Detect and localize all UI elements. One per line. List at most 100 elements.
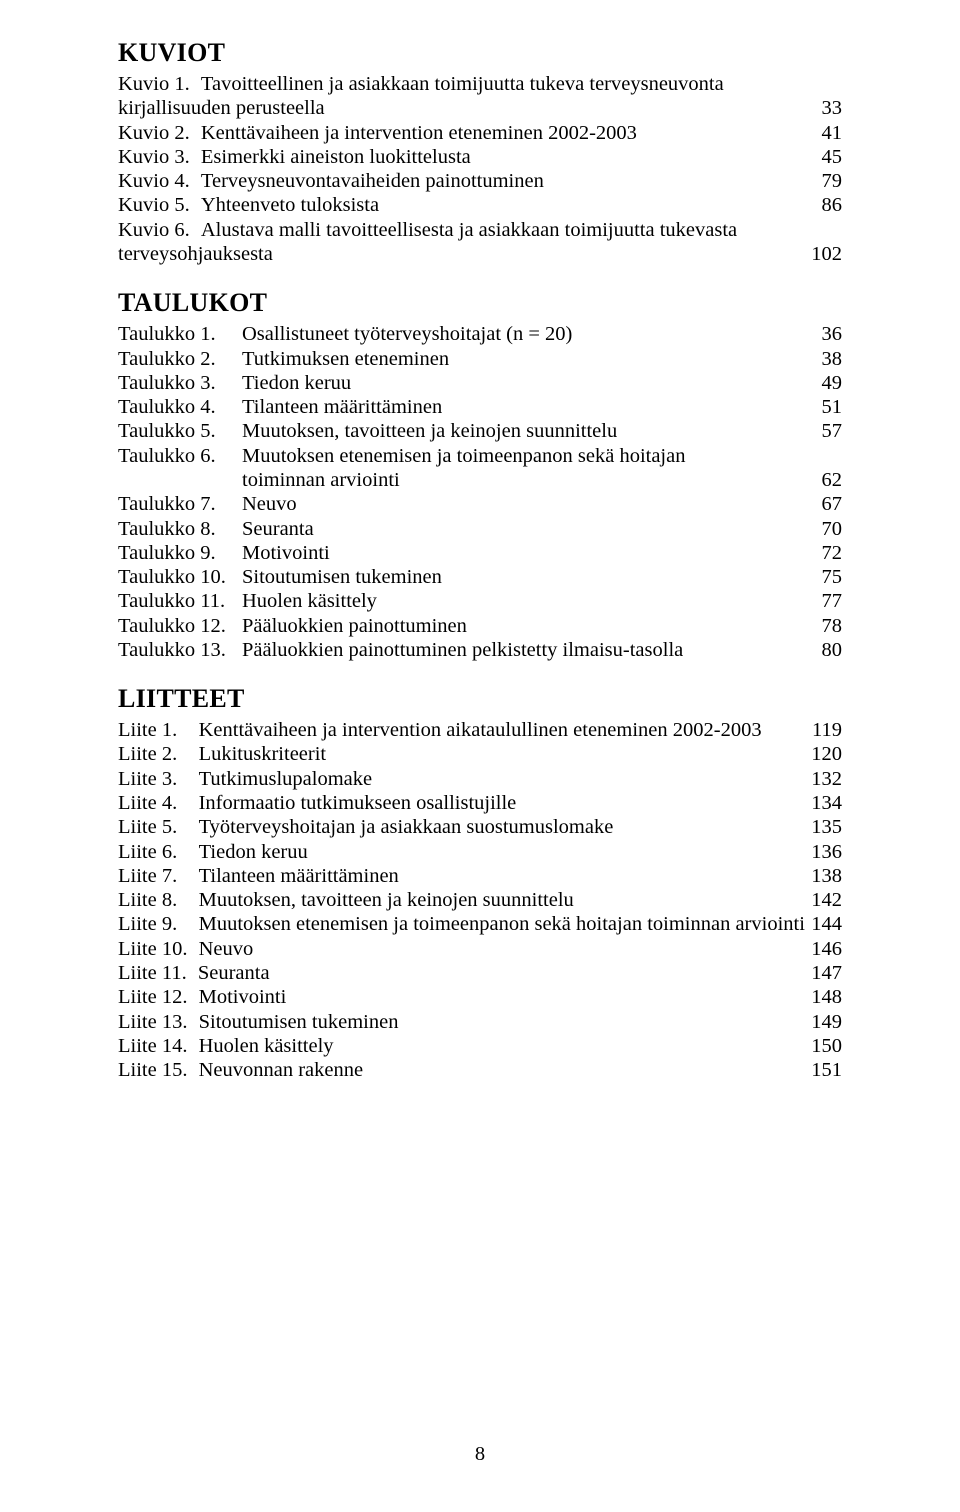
toc-entry-page: 102 (806, 242, 842, 266)
toc-entry-page: 62 (806, 468, 842, 492)
toc-entry-prefix: Taulukko 11. (118, 589, 242, 613)
toc-entry-title: Huolen käsittely (199, 1034, 334, 1058)
toc-entry-prefix: Taulukko 9. (118, 541, 242, 565)
toc-entry: Taulukko 7.Neuvo67 (118, 492, 842, 516)
toc-entry-prefix: Kuvio 3. (118, 145, 201, 169)
toc-entry: Liite 12. Motivointi148 (118, 985, 842, 1009)
toc-entry-prefix: Liite 9. (118, 912, 199, 936)
toc-entry-prefix: Kuvio 2. (118, 121, 201, 145)
toc-entry: Liite 15. Neuvonnan rakenne151 (118, 1058, 842, 1082)
toc-entry: Taulukko 13.Pääluokkien painottuminen pe… (118, 638, 842, 662)
kuviot-heading: KUVIOT (118, 38, 842, 68)
toc-entry: Liite 7. Tilanteen määrittäminen138 (118, 864, 842, 888)
toc-entry-prefix: Taulukko 13. (118, 638, 242, 662)
toc-entry-title: Neuvo (199, 937, 254, 961)
toc-entry-prefix: Kuvio 6. (118, 218, 201, 242)
toc-entry-prefix: Taulukko 4. (118, 395, 242, 419)
toc-entry-title: Kenttävaiheen ja intervention aikataulul… (199, 718, 762, 742)
toc-entry-page: 49 (806, 371, 842, 395)
toc-entry-page: 151 (806, 1058, 842, 1082)
toc-entry-prefix: Taulukko 3. (118, 371, 242, 395)
toc-entry-title: Lukituskriteerit (199, 742, 327, 766)
toc-entry: Taulukko 4.Tilanteen määrittäminen51 (118, 395, 842, 419)
toc-entry: Kuvio 3. Esimerkki aineiston luokittelus… (118, 145, 842, 169)
toc-entry: Taulukko 12.Pääluokkien painottuminen78 (118, 614, 842, 638)
document-page: KUVIOT Kuvio 1. Tavoitteellinen ja asiak… (0, 0, 960, 1512)
toc-entry: Kuvio 4. Terveysneuvontavaiheiden painot… (118, 169, 842, 193)
taulukot-list: Taulukko 1.Osallistuneet työterveyshoita… (118, 322, 842, 662)
page-number: 8 (0, 1443, 960, 1466)
toc-entry-prefix: Taulukko 12. (118, 614, 242, 638)
toc-entry-page: 36 (806, 322, 842, 346)
toc-entry-title: Motivointi (199, 985, 287, 1009)
toc-entry-prefix: Liite 10. (118, 937, 199, 961)
toc-entry-page: 144 (806, 912, 842, 936)
toc-entry-title: Seuranta (198, 961, 270, 985)
toc-entry-title: Motivointi (242, 541, 330, 565)
toc-entry-prefix: Taulukko 1. (118, 322, 242, 346)
toc-entry-page: 135 (806, 815, 842, 839)
toc-entry: Liite 9. Muutoksen etenemisen ja toimeen… (118, 912, 842, 936)
toc-entry-title: Tutkimuslupalomake (199, 767, 373, 791)
toc-entry-page: 79 (806, 169, 842, 193)
toc-entry: Taulukko 1.Osallistuneet työterveyshoita… (118, 322, 842, 346)
toc-entry: Taulukko 9.Motivointi 72 (118, 541, 842, 565)
toc-entry-prefix: Liite 5. (118, 815, 199, 839)
toc-entry: Taulukko 8.Seuranta 70 (118, 517, 842, 541)
toc-entry-page: 80 (806, 638, 842, 662)
toc-entry-title: Sitoutumisen tukeminen (199, 1010, 399, 1034)
toc-entry: Taulukko 3.Tiedon keruu 49 (118, 371, 842, 395)
toc-entry-prefix: Liite 11. (118, 961, 198, 985)
toc-entry: Liite 2. Lukituskriteerit 120 (118, 742, 842, 766)
toc-entry: Taulukko 5.Muutoksen, tavoitteen ja kein… (118, 419, 842, 443)
toc-entry-page: 147 (806, 961, 842, 985)
toc-entry-page: 67 (806, 492, 842, 516)
toc-entry: Liite 11. Seuranta 147 (118, 961, 842, 985)
toc-entry-title: Tiedon keruu (242, 371, 351, 395)
toc-entry-title: Muutoksen, tavoitteen ja keinojen suunni… (242, 419, 617, 443)
toc-entry-prefix: Taulukko 5. (118, 419, 242, 443)
toc-entry-title: Neuvonnan rakenne (199, 1058, 364, 1082)
toc-entry-page: 51 (806, 395, 842, 419)
toc-entry-prefix: Taulukko 7. (118, 492, 242, 516)
toc-entry-page: 119 (806, 718, 842, 742)
toc-entry-title: Muutoksen etenemisen ja toimeenpanon sek… (199, 912, 805, 936)
toc-entry-page: 146 (806, 937, 842, 961)
toc-entry-prefix: Kuvio 1. (118, 72, 201, 96)
toc-entry-page: 38 (806, 347, 842, 371)
toc-entry-prefix: Kuvio 4. (118, 169, 201, 193)
toc-entry-page: 138 (806, 864, 842, 888)
toc-entry-page: 132 (806, 767, 842, 791)
toc-entry-title: Muutoksen etenemisen ja toimeenpanon sek… (242, 444, 685, 468)
toc-entry: kirjallisuuden perusteella33 (118, 96, 842, 120)
toc-entry-page: 57 (806, 419, 842, 443)
toc-entry-title: Yhteenveto tuloksista (201, 193, 379, 217)
toc-entry-prefix: Liite 1. (118, 718, 199, 742)
toc-entry: Taulukko 10.Sitoutumisen tukeminen75 (118, 565, 842, 589)
toc-entry-page: 86 (806, 193, 842, 217)
toc-entry: Kuvio 2. Kenttävaiheen ja intervention e… (118, 121, 842, 145)
toc-entry-page: 136 (806, 840, 842, 864)
toc-entry: Liite 5. Työterveyshoitajan ja asiakkaan… (118, 815, 842, 839)
toc-entry-page: 70 (806, 517, 842, 541)
toc-entry-prefix: Liite 4. (118, 791, 199, 815)
toc-entry-title: Seuranta (242, 517, 314, 541)
toc-entry-page: 142 (806, 888, 842, 912)
toc-entry-title: Tavoitteellinen ja asiakkaan toimijuutta… (201, 72, 724, 96)
toc-entry-page: 45 (806, 145, 842, 169)
toc-entry-page: 41 (806, 121, 842, 145)
toc-entry-prefix: Taulukko 8. (118, 517, 242, 541)
toc-entry-prefix: Taulukko 10. (118, 565, 242, 589)
toc-entry-prefix: Liite 2. (118, 742, 199, 766)
toc-entry-title: Alustava malli tavoitteellisesta ja asia… (201, 218, 737, 242)
toc-entry-page: 148 (806, 985, 842, 1009)
toc-entry-page: 120 (806, 742, 842, 766)
toc-entry-prefix: Liite 13. (118, 1010, 199, 1034)
toc-entry-line: Kuvio 6. Alustava malli tavoitteellisest… (118, 218, 842, 242)
toc-entry-title: Pääluokkien painottuminen pelkistetty il… (242, 638, 683, 662)
toc-entry-title: Työterveyshoitajan ja asiakkaan suostumu… (199, 815, 614, 839)
toc-entry-page: 33 (806, 96, 842, 120)
toc-entry-prefix: Liite 6. (118, 840, 199, 864)
toc-entry-page: 72 (806, 541, 842, 565)
toc-entry-title: Tutkimuksen eteneminen (242, 347, 449, 371)
